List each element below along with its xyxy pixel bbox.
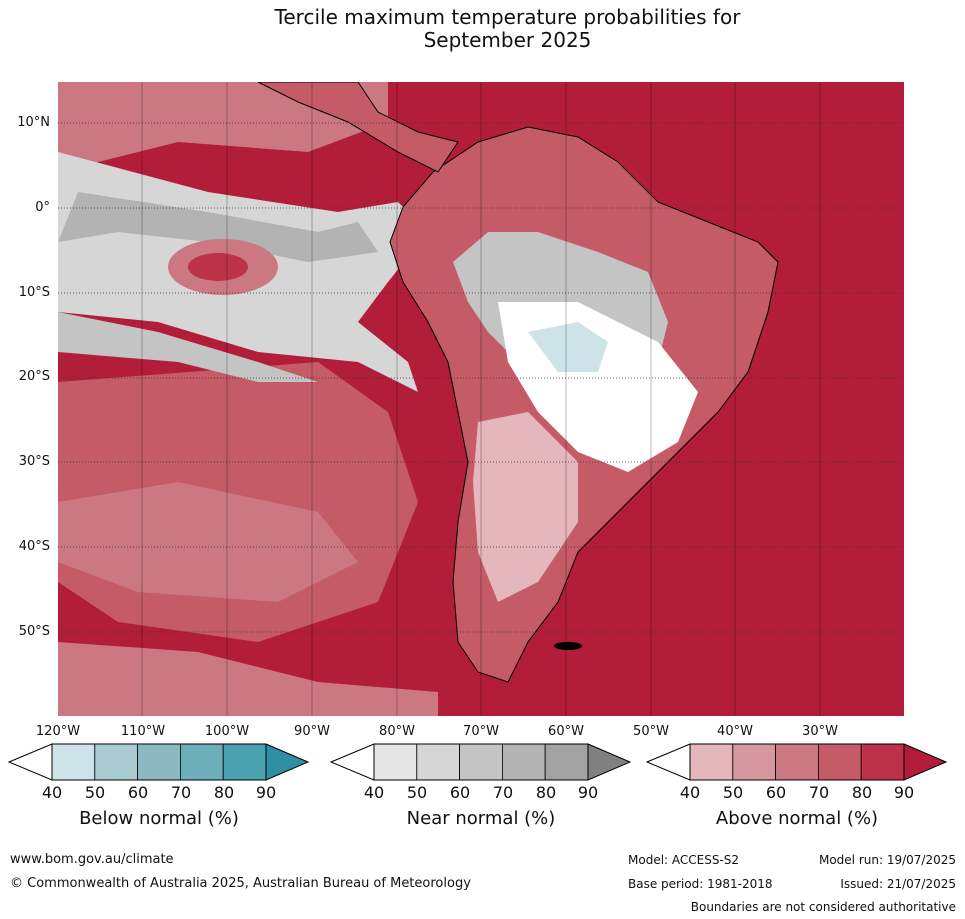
cbar-above-tick-60: 60 xyxy=(765,783,787,802)
title-line-2: September 2025 xyxy=(423,28,592,52)
probability-map xyxy=(58,82,904,716)
cbar-near-title: Near normal (%) xyxy=(406,808,556,829)
cbar-below-tick-70: 70 xyxy=(170,783,192,802)
colorbar-segment xyxy=(689,743,734,781)
cbar-near-tick-90: 90 xyxy=(577,783,599,802)
lon-label-110w: 110°W xyxy=(120,724,166,739)
colorbar-segment xyxy=(179,743,224,781)
footer-model-run: Model run: 19/07/2025 xyxy=(818,853,956,867)
cbar-near-tick-60: 60 xyxy=(449,783,471,802)
colorbar-below-normal xyxy=(8,743,310,781)
caribbean-above-90 xyxy=(528,82,904,152)
cbar-below-tick-90: 90 xyxy=(255,783,277,802)
falkland-islands xyxy=(554,642,582,650)
cbar-near-tick-50: 50 xyxy=(406,783,428,802)
colorbar-segment xyxy=(775,743,819,781)
cbar-near-max-arrow xyxy=(587,743,632,781)
lon-label-120w: 120°W xyxy=(35,724,81,739)
land-below-40 xyxy=(528,322,608,372)
central-america xyxy=(257,82,459,173)
cbar-below-min-arrow xyxy=(8,743,53,781)
cbar-near-tick-70: 70 xyxy=(492,783,514,802)
cbar-above-min-arrow xyxy=(646,743,691,781)
lat-label-20s: 20°S xyxy=(18,369,50,384)
colorbar-segment xyxy=(373,743,418,781)
lon-label-40w: 40°W xyxy=(717,724,753,739)
region-above-blob-core xyxy=(188,253,248,281)
cbar-above-max-arrow xyxy=(903,743,948,781)
colorbar-above-normal xyxy=(646,743,948,781)
colorbar-segment xyxy=(51,743,96,781)
lon-label-100w: 100°W xyxy=(204,724,250,739)
lat-label-0: 0° xyxy=(35,200,50,215)
colorbar-segment xyxy=(222,743,267,781)
lon-label-70w: 70°W xyxy=(463,724,499,739)
meridians xyxy=(141,82,821,716)
footer-copyright: © Commonwealth of Australia 2025, Austra… xyxy=(10,876,471,891)
cbar-near-min-arrow xyxy=(330,743,375,781)
cbar-above-tick-80: 80 xyxy=(851,783,873,802)
graticule xyxy=(58,122,904,633)
colorbar-segment xyxy=(544,743,589,781)
footer-model: Model: ACCESS-S2 xyxy=(628,853,740,867)
footer-base-period: Base period: 1981-2018 xyxy=(628,877,773,891)
cbar-near-tick-40: 40 xyxy=(363,783,385,802)
cbar-above-tick-70: 70 xyxy=(808,783,830,802)
footer-disclaimer: Boundaries are not considered authoritat… xyxy=(690,900,956,914)
lat-label-50s: 50°S xyxy=(18,624,50,639)
cbar-below-tick-80: 80 xyxy=(213,783,235,802)
region-near-60 xyxy=(58,312,318,382)
colorbar-segment xyxy=(137,743,181,781)
cbar-below-title: Below normal (%) xyxy=(79,808,239,829)
cbar-below-max-arrow xyxy=(265,743,310,781)
cbar-above-frame xyxy=(689,743,905,781)
map-title: Tercile maximum temperature probabilitie… xyxy=(0,6,965,52)
colorbar-segment xyxy=(817,743,862,781)
region-near-70 xyxy=(58,192,378,262)
lon-label-50w: 50°W xyxy=(633,724,669,739)
cbar-near-tick-80: 80 xyxy=(535,783,557,802)
colorbar-near-normal xyxy=(330,743,632,781)
title-line-1: Tercile maximum temperature probabilitie… xyxy=(274,5,741,29)
lat-label-40s: 40°S xyxy=(18,539,50,554)
cbar-above-title: Above normal (%) xyxy=(715,808,879,829)
cbar-below-tick-60: 60 xyxy=(127,783,149,802)
colorbar-segment xyxy=(860,743,905,781)
lat-label-30s: 30°S xyxy=(18,454,50,469)
cbar-above-tick-50: 50 xyxy=(722,783,744,802)
lon-label-30w: 30°W xyxy=(802,724,838,739)
footer-url: www.bom.gov.au/climate xyxy=(10,852,174,867)
cbar-below-frame xyxy=(51,743,267,781)
footer-issued: Issued: 21/07/2025 xyxy=(840,877,956,891)
cbar-below-tick-40: 40 xyxy=(41,783,63,802)
cbar-near-frame xyxy=(373,743,589,781)
region-above-60-c xyxy=(58,642,438,716)
colorbar-segment xyxy=(94,743,139,781)
colorbar-segment xyxy=(732,743,777,781)
cbar-above-tick-90: 90 xyxy=(893,783,915,802)
map-svg xyxy=(58,82,904,716)
lon-label-90w: 90°W xyxy=(294,724,330,739)
land-above-40 xyxy=(473,412,578,602)
cbar-below-tick-50: 50 xyxy=(84,783,106,802)
lat-label-10s: 10°S xyxy=(18,285,50,300)
lon-label-60w: 60°W xyxy=(548,724,584,739)
region-above-60-b xyxy=(58,482,358,602)
lon-label-80w: 80°W xyxy=(379,724,415,739)
cbar-above-tick-40: 40 xyxy=(679,783,701,802)
colorbar-segment xyxy=(501,743,546,781)
lat-label-10n: 10°N xyxy=(17,115,50,130)
colorbar-segment xyxy=(416,743,461,781)
colorbar-segment xyxy=(459,743,503,781)
